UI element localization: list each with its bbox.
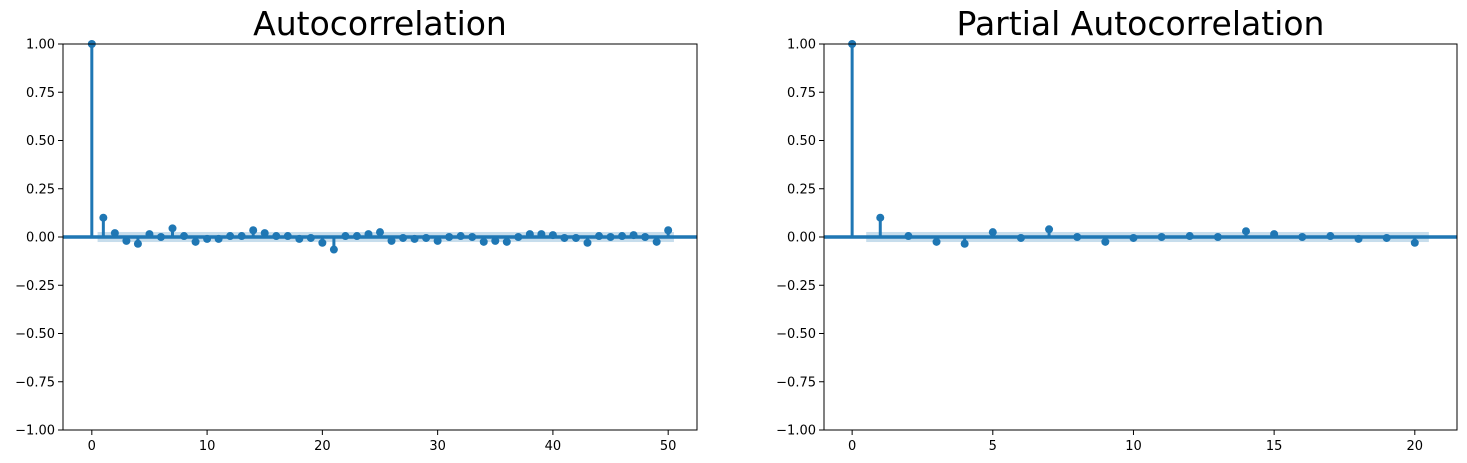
y-tick-label: 0.25	[787, 182, 816, 197]
x-tick-label: 50	[660, 439, 677, 454]
data-point	[99, 213, 108, 222]
data-point	[583, 238, 592, 247]
y-tick-label: −0.25	[15, 279, 55, 294]
data-point	[433, 236, 442, 245]
data-point	[249, 226, 258, 235]
y-tick-label: −0.75	[15, 375, 55, 390]
data-point	[191, 237, 200, 246]
data-point	[491, 236, 500, 245]
x-tick-label: 40	[545, 439, 562, 454]
data-point	[329, 245, 338, 254]
pacf-chart: Partial Autocorrelation −1.00 −0.75 −0.50 −0…	[776, 4, 1458, 454]
y-tick-label: 0.75	[26, 86, 55, 101]
data-point	[387, 236, 396, 245]
y-tick-label: −1.00	[776, 424, 816, 439]
x-tick-label: 20	[1407, 439, 1424, 454]
x-tick-label: 15	[1266, 439, 1283, 454]
data-point	[110, 229, 119, 238]
y-tick-label: 1.00	[787, 38, 816, 53]
x-tick-label: 30	[429, 439, 446, 454]
y-tick-label: 0.25	[26, 182, 55, 197]
y-tick-label: 0.75	[787, 86, 816, 101]
x-tick-label: 0	[848, 439, 856, 454]
acf-chart: Autocorrelation −1.00 −0.75 −0.50 −0.25 0.00 0…	[15, 4, 698, 454]
x-tick-label: 20	[314, 439, 331, 454]
data-point	[502, 237, 511, 246]
y-tick-label: 0.00	[26, 231, 55, 246]
data-point	[318, 238, 327, 247]
chart-title: Partial Autocorrelation	[957, 4, 1325, 43]
y-tick-label: 0.50	[26, 134, 55, 149]
data-point	[376, 228, 384, 237]
data-point	[479, 237, 488, 246]
data-point	[1410, 238, 1419, 247]
data-point	[664, 226, 673, 235]
x-tick-label: 10	[1125, 439, 1142, 454]
data-point	[652, 237, 661, 246]
data-point	[988, 228, 997, 237]
y-tick-label: −1.00	[15, 424, 55, 439]
data-point	[260, 229, 269, 238]
y-tick-label: −0.25	[776, 279, 816, 294]
x-tick-label: 5	[989, 439, 997, 454]
chart-title: Autocorrelation	[253, 4, 507, 43]
x-tick-label: 10	[199, 439, 216, 454]
data-point	[168, 224, 177, 233]
x-tick-label: 0	[88, 439, 96, 454]
data-point	[876, 213, 885, 222]
data-point	[1101, 237, 1110, 246]
data-point	[932, 237, 941, 246]
data-point	[1045, 225, 1054, 234]
y-tick-label: −0.75	[776, 375, 816, 390]
y-tick-label: 0.00	[787, 231, 816, 246]
data-point	[960, 239, 969, 248]
y-tick-label: −0.50	[15, 327, 55, 342]
y-tick-label: −0.50	[776, 327, 816, 342]
data-point	[1242, 227, 1250, 236]
data-point	[122, 236, 131, 245]
y-tick-label: 1.00	[26, 38, 55, 53]
y-tick-label: 0.50	[787, 134, 816, 149]
data-point	[133, 239, 142, 248]
